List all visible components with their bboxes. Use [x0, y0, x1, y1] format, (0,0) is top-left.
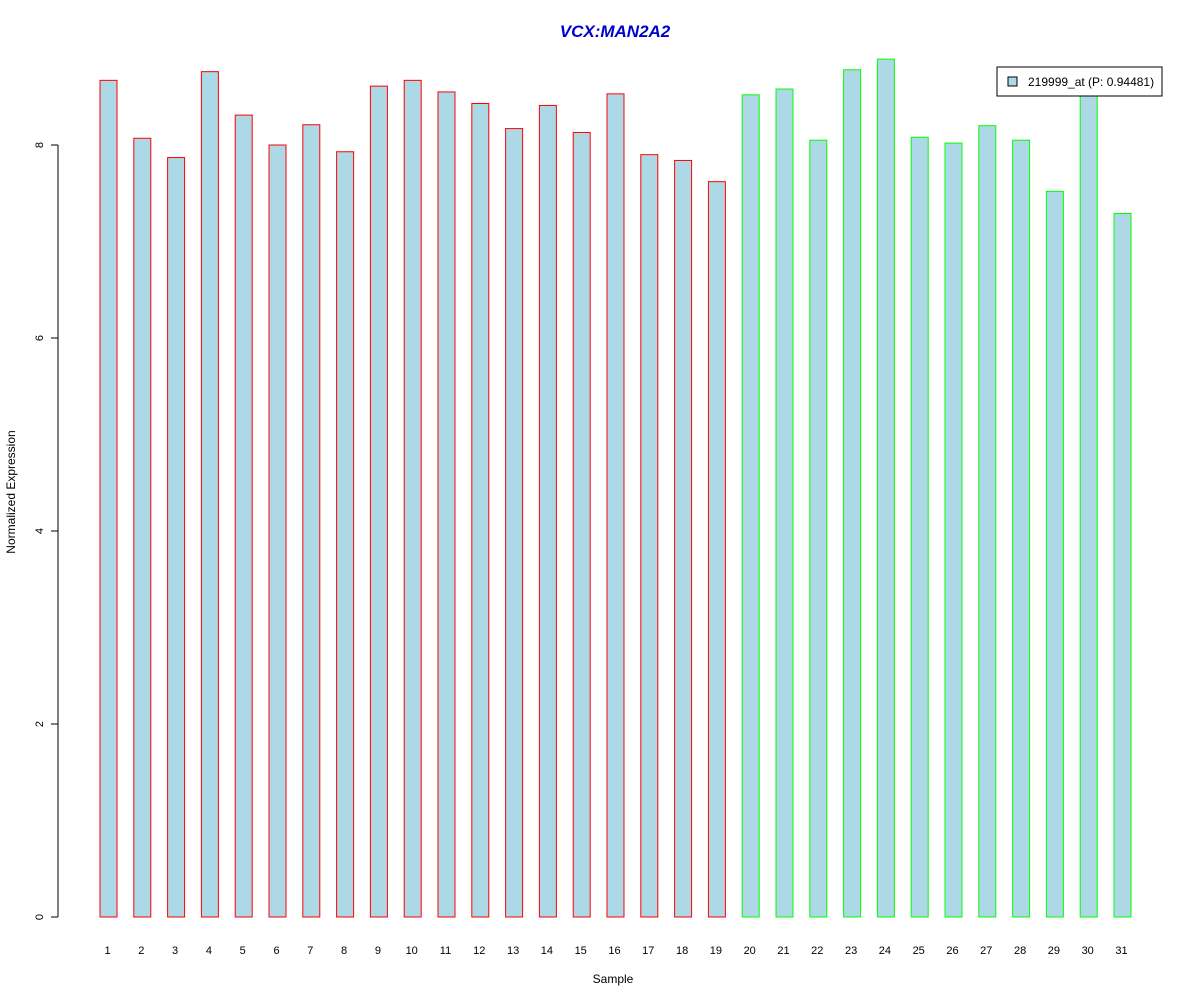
bar-sample-22	[809, 139, 828, 918]
x-tick-label: 10	[406, 945, 418, 957]
x-tick-label: 19	[710, 945, 722, 957]
bar-sample-7	[302, 124, 321, 918]
x-tick-label: 14	[541, 945, 553, 957]
bar-sample-14	[538, 104, 557, 918]
bar-sample-30	[1079, 91, 1098, 918]
bar-sample-2	[133, 137, 152, 918]
x-tick-label: 31	[1115, 945, 1127, 957]
x-tick-label: 12	[473, 945, 485, 957]
bar-sample-21	[775, 88, 794, 918]
bar-sample-13	[505, 128, 524, 918]
bar-sample-12	[471, 103, 490, 918]
bar-sample-19	[707, 181, 726, 918]
bar-sample-8	[336, 151, 355, 918]
bar-sample-28	[1012, 139, 1031, 918]
x-tick-label: 1	[104, 945, 110, 957]
bar-sample-11	[437, 91, 456, 918]
y-axis: 0 2 4 6 8	[34, 142, 59, 920]
x-axis-label: Sample	[593, 972, 634, 986]
x-tick-label: 29	[1048, 945, 1060, 957]
x-tick-label: 11	[440, 945, 451, 957]
x-tick-labels: 1 2 3 4 5 6 7 8 9 10 11 12 13 14 15 16 17 18 19 20 21 22 23 24 2…	[104, 945, 1127, 957]
x-tick-label: 5	[240, 945, 246, 957]
x-tick-label: 22	[811, 945, 823, 957]
y-tick-label: 4	[34, 528, 46, 534]
bar-sample-9	[369, 85, 388, 918]
x-tick-label: 15	[575, 945, 587, 957]
x-tick-label: 21	[777, 945, 789, 957]
bar-sample-15	[572, 131, 591, 918]
x-tick-label: 25	[913, 945, 925, 957]
bar-sample-27	[978, 125, 997, 918]
chart-title: VCX:MAN2A2	[560, 22, 671, 41]
legend-label: 219999_at (P: 0.94481)	[1028, 75, 1154, 89]
bar-sample-3	[167, 157, 186, 918]
y-tick-label: 8	[34, 142, 46, 148]
y-tick-label: 0	[34, 914, 46, 920]
x-tick-label: 7	[307, 945, 313, 957]
bar-sample-24	[876, 58, 895, 918]
bar-sample-31	[1113, 213, 1132, 918]
bar-sample-26	[944, 142, 963, 918]
y-tick-label: 2	[34, 721, 46, 727]
bar-sample-29	[1045, 190, 1064, 918]
x-tick-label: 8	[341, 945, 347, 957]
x-tick-label: 16	[608, 945, 620, 957]
x-tick-label: 3	[172, 945, 178, 957]
x-tick-label: 26	[946, 945, 958, 957]
bar-sample-17	[640, 154, 659, 918]
legend: 219999_at (P: 0.94481)	[996, 66, 1163, 97]
y-tick-label: 6	[34, 335, 46, 341]
x-tick-label: 30	[1082, 945, 1094, 957]
bar-sample-23	[843, 69, 862, 918]
x-tick-label: 13	[507, 945, 519, 957]
bar-sample-10	[403, 79, 422, 918]
legend-swatch	[1007, 76, 1018, 87]
bar-sample-5	[234, 114, 253, 918]
bar-sample-4	[200, 71, 219, 918]
bar-sample-6	[268, 144, 287, 918]
x-tick-label: 9	[375, 945, 381, 957]
bar-sample-25	[910, 136, 929, 918]
x-tick-label: 4	[206, 945, 212, 957]
x-tick-label: 20	[744, 945, 756, 957]
x-tick-label: 18	[676, 945, 688, 957]
x-tick-label: 6	[273, 945, 279, 957]
legend-box	[996, 66, 1163, 97]
x-tick-label: 17	[642, 945, 654, 957]
x-tick-label: 28	[1014, 945, 1026, 957]
x-tick-label: 2	[138, 945, 144, 957]
bar-sample-1	[99, 79, 118, 918]
bar-sample-16	[606, 93, 625, 918]
y-axis-label: Normalized Expression	[4, 430, 18, 553]
bar-sample-20	[741, 94, 760, 918]
x-tick-label: 27	[980, 945, 992, 957]
x-tick-label: 23	[845, 945, 857, 957]
x-tick-label: 24	[879, 945, 891, 957]
bars	[99, 58, 1132, 918]
bar-sample-18	[674, 159, 693, 918]
